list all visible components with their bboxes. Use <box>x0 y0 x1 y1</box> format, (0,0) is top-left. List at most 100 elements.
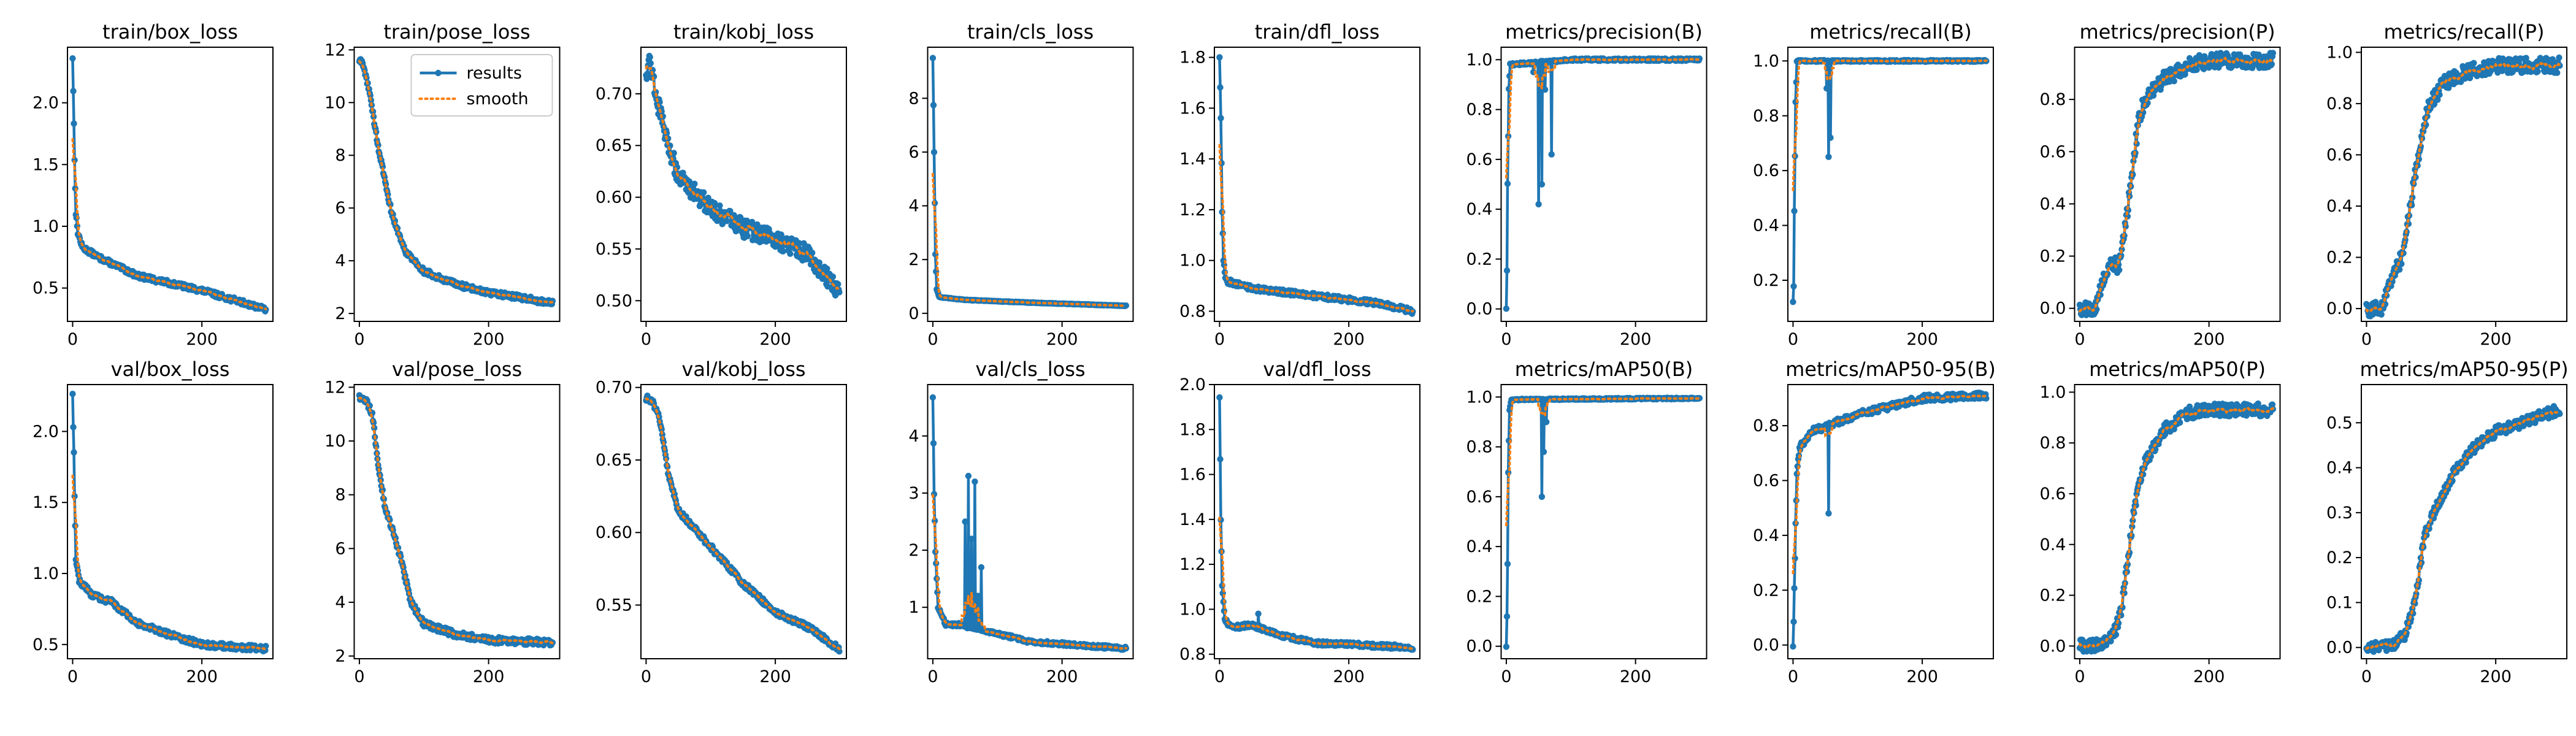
x-tick-label: 0 <box>1214 330 1225 349</box>
y-tick-label: 0.2 <box>2040 247 2066 266</box>
results-point <box>646 54 653 61</box>
y-tick-label: 1.2 <box>1179 555 1206 574</box>
y-tick-label: 6 <box>335 199 345 218</box>
x-tick-label: 200 <box>1046 330 1078 349</box>
results-point <box>2193 66 2200 74</box>
results-point <box>965 472 972 480</box>
subplot-title: metrics/precision(P) <box>2079 20 2275 44</box>
y-tick-label: 1.5 <box>33 155 59 174</box>
plot-frame <box>1500 47 1708 322</box>
results-point <box>962 518 968 525</box>
x-tick-label: 0 <box>1501 667 1511 686</box>
subplot-title: val/kobj_loss <box>681 358 805 381</box>
smooth-series-line <box>1505 58 1701 179</box>
y-tick-label: 0.8 <box>2040 90 2066 109</box>
subplot-title: train/pose_loss <box>383 20 530 44</box>
x-tick-label: 0 <box>927 330 938 349</box>
results-point <box>836 289 843 296</box>
results-point <box>1503 305 1510 312</box>
x-tick-label: 0 <box>67 667 78 686</box>
results-point <box>1823 85 1830 92</box>
y-tick-label: 1.0 <box>2326 43 2353 62</box>
y-tick-label: 2 <box>335 647 345 666</box>
y-tick-label: 2 <box>335 304 345 323</box>
results-point <box>1217 84 1224 91</box>
plot-frame <box>927 47 1134 322</box>
results-point <box>670 150 677 156</box>
results-point <box>1790 283 1797 289</box>
x-tick-label: 0 <box>1214 667 1225 686</box>
y-tick-label: 0.0 <box>2326 299 2353 318</box>
results-point <box>1255 610 1262 617</box>
x-tick-label: 200 <box>2193 330 2225 349</box>
y-tick-label: 1.5 <box>33 493 59 512</box>
y-tick-label: 0.5 <box>33 635 59 654</box>
x-tick-label: 0 <box>67 330 78 349</box>
y-tick-label: 1 <box>908 598 919 617</box>
results-point <box>824 283 831 290</box>
results-point <box>780 248 787 255</box>
results-point <box>795 240 803 247</box>
results-point <box>2269 50 2277 56</box>
subplot-title: val/pose_loss <box>392 358 522 381</box>
results-point <box>2268 61 2275 67</box>
results-point <box>1548 151 1555 158</box>
y-tick-label: 0.55 <box>596 240 632 259</box>
results-point <box>930 148 938 156</box>
legend-results-marker <box>435 69 442 77</box>
y-tick-label: 10 <box>324 432 345 451</box>
x-tick-label: 0 <box>1788 330 1798 349</box>
x-tick-label: 0 <box>1501 330 1511 349</box>
results-point <box>700 189 707 196</box>
results-point <box>1791 207 1798 215</box>
y-tick-label: 2.0 <box>1179 375 1206 394</box>
y-tick-label: 0.60 <box>596 523 632 542</box>
y-tick-label: 1.4 <box>1179 510 1206 529</box>
smooth-series-line <box>1792 59 1988 191</box>
y-tick-label: 0.0 <box>1466 300 1493 319</box>
y-tick-label: 2 <box>908 541 919 560</box>
results-point <box>1503 613 1511 620</box>
results-point <box>69 391 76 397</box>
y-tick-label: 1.6 <box>1179 466 1206 485</box>
results-point <box>1535 201 1542 208</box>
y-tick-label: 1.8 <box>1179 420 1206 439</box>
y-tick-label: 0.60 <box>596 188 632 207</box>
results-point <box>2171 78 2177 85</box>
x-tick-label: 0 <box>354 330 364 349</box>
subplot-title: val/cls_loss <box>975 358 1085 381</box>
results-point <box>71 449 77 456</box>
results-point <box>972 478 978 485</box>
y-tick-label: 0.5 <box>33 279 59 298</box>
legend-results-label: results <box>467 64 522 83</box>
results-point <box>1504 180 1511 187</box>
x-tick-label: 200 <box>1620 667 1652 686</box>
x-tick-label: 200 <box>1046 667 1078 686</box>
y-tick-label: 0.65 <box>596 136 632 155</box>
x-tick-label: 200 <box>759 667 791 686</box>
y-tick-label: 1.8 <box>1179 48 1206 67</box>
results-point <box>1825 510 1832 517</box>
x-tick-label: 200 <box>759 330 791 349</box>
results-point <box>1504 561 1511 567</box>
results-point <box>1827 134 1834 141</box>
subplot-title: metrics/precision(B) <box>1505 20 1703 44</box>
results-point <box>737 214 744 221</box>
x-tick-label: 200 <box>1333 667 1365 686</box>
x-tick-label: 0 <box>354 667 364 686</box>
y-tick-label: 0.8 <box>1179 302 1206 321</box>
y-tick-label: 0.4 <box>2326 197 2353 216</box>
results-point <box>1540 448 1547 455</box>
results-point <box>744 232 751 240</box>
y-tick-label: 6 <box>908 143 919 162</box>
legend-box <box>410 54 553 117</box>
plot-frame <box>67 47 274 322</box>
results-point <box>70 424 77 431</box>
y-tick-label: 0.50 <box>596 291 632 310</box>
results-point <box>1217 456 1224 462</box>
results-point <box>69 55 76 62</box>
subplot-title: metrics/recall(B) <box>1809 20 1972 44</box>
